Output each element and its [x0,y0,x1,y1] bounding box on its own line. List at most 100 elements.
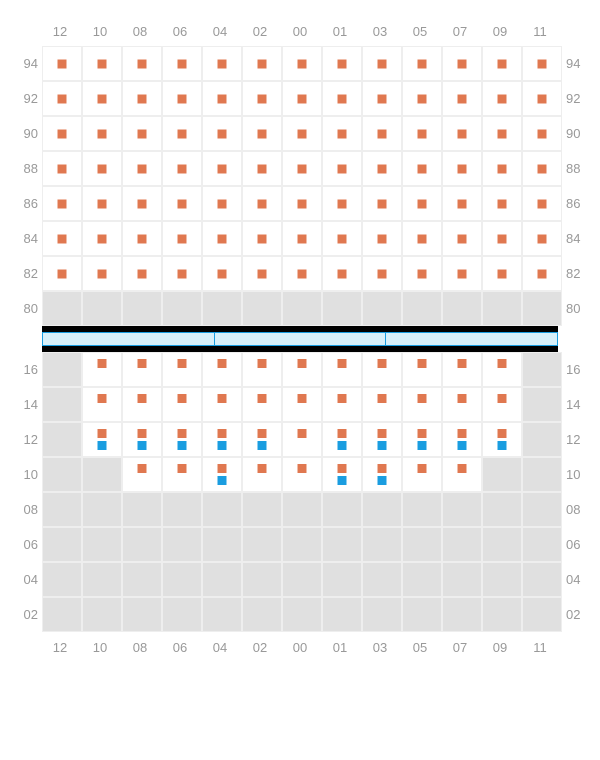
grid-cell[interactable] [42,527,82,562]
grid-cell[interactable] [482,151,522,186]
grid-cell[interactable] [362,597,402,632]
grid-cell[interactable] [282,422,322,457]
grid-cell[interactable] [82,221,122,256]
grid-cell[interactable] [322,291,362,326]
grid-cell[interactable] [442,492,482,527]
grid-cell[interactable] [42,422,82,457]
grid-cell[interactable] [122,256,162,291]
grid-cell[interactable] [402,422,442,457]
grid-cell[interactable] [122,186,162,221]
grid-cell[interactable] [42,597,82,632]
grid-cell[interactable] [242,457,282,492]
grid-cell[interactable] [122,116,162,151]
grid-cell[interactable] [522,81,562,116]
grid-cell[interactable] [82,151,122,186]
grid-cell[interactable] [82,291,122,326]
grid-cell[interactable] [82,457,122,492]
grid-cell[interactable] [442,387,482,422]
grid-cell[interactable] [202,457,242,492]
grid-cell[interactable] [442,256,482,291]
grid-cell[interactable] [362,186,402,221]
grid-cell[interactable] [482,186,522,221]
grid-cell[interactable] [242,256,282,291]
grid-cell[interactable] [202,562,242,597]
grid-cell[interactable] [82,597,122,632]
grid-cell[interactable] [522,221,562,256]
grid-cell[interactable] [482,352,522,387]
grid-cell[interactable] [202,116,242,151]
grid-cell[interactable] [162,81,202,116]
grid-cell[interactable] [282,562,322,597]
grid-cell[interactable] [82,387,122,422]
grid-cell[interactable] [242,492,282,527]
grid-cell[interactable] [442,116,482,151]
grid-cell[interactable] [322,81,362,116]
grid-cell[interactable] [202,422,242,457]
grid-cell[interactable] [42,291,82,326]
grid-cell[interactable] [82,186,122,221]
grid-cell[interactable] [202,221,242,256]
grid-cell[interactable] [362,387,402,422]
grid-cell[interactable] [162,256,202,291]
grid-cell[interactable] [362,81,402,116]
grid-cell[interactable] [482,422,522,457]
grid-cell[interactable] [242,116,282,151]
grid-cell[interactable] [442,151,482,186]
grid-cell[interactable] [202,46,242,81]
grid-cell[interactable] [522,151,562,186]
grid-cell[interactable] [242,562,282,597]
grid-cell[interactable] [122,151,162,186]
grid-cell[interactable] [362,457,402,492]
grid-cell[interactable] [322,46,362,81]
grid-cell[interactable] [482,256,522,291]
grid-cell[interactable] [362,422,402,457]
grid-cell[interactable] [442,46,482,81]
grid-cell[interactable] [282,527,322,562]
grid-cell[interactable] [402,291,442,326]
grid-cell[interactable] [162,387,202,422]
grid-cell[interactable] [322,492,362,527]
grid-cell[interactable] [362,527,402,562]
grid-cell[interactable] [402,116,442,151]
grid-cell[interactable] [122,352,162,387]
grid-cell[interactable] [322,151,362,186]
grid-cell[interactable] [42,492,82,527]
grid-cell[interactable] [282,457,322,492]
grid-cell[interactable] [402,186,442,221]
grid-cell[interactable] [242,291,282,326]
grid-cell[interactable] [442,352,482,387]
grid-cell[interactable] [442,597,482,632]
grid-cell[interactable] [42,352,82,387]
grid-cell[interactable] [242,46,282,81]
grid-cell[interactable] [482,597,522,632]
grid-cell[interactable] [522,256,562,291]
grid-cell[interactable] [322,352,362,387]
grid-cell[interactable] [42,116,82,151]
grid-cell[interactable] [122,492,162,527]
grid-cell[interactable] [482,116,522,151]
grid-cell[interactable] [82,46,122,81]
grid-cell[interactable] [362,116,402,151]
grid-cell[interactable] [242,527,282,562]
grid-cell[interactable] [202,81,242,116]
grid-cell[interactable] [82,116,122,151]
grid-cell[interactable] [362,151,402,186]
grid-cell[interactable] [362,492,402,527]
grid-cell[interactable] [442,291,482,326]
grid-cell[interactable] [282,291,322,326]
grid-cell[interactable] [402,352,442,387]
grid-cell[interactable] [42,256,82,291]
grid-cell[interactable] [282,186,322,221]
grid-cell[interactable] [162,352,202,387]
grid-cell[interactable] [482,457,522,492]
grid-cell[interactable] [402,221,442,256]
grid-cell[interactable] [202,291,242,326]
grid-cell[interactable] [282,256,322,291]
grid-cell[interactable] [282,46,322,81]
grid-cell[interactable] [42,387,82,422]
grid-cell[interactable] [242,422,282,457]
grid-cell[interactable] [482,387,522,422]
grid-cell[interactable] [242,352,282,387]
grid-cell[interactable] [322,221,362,256]
grid-cell[interactable] [362,46,402,81]
